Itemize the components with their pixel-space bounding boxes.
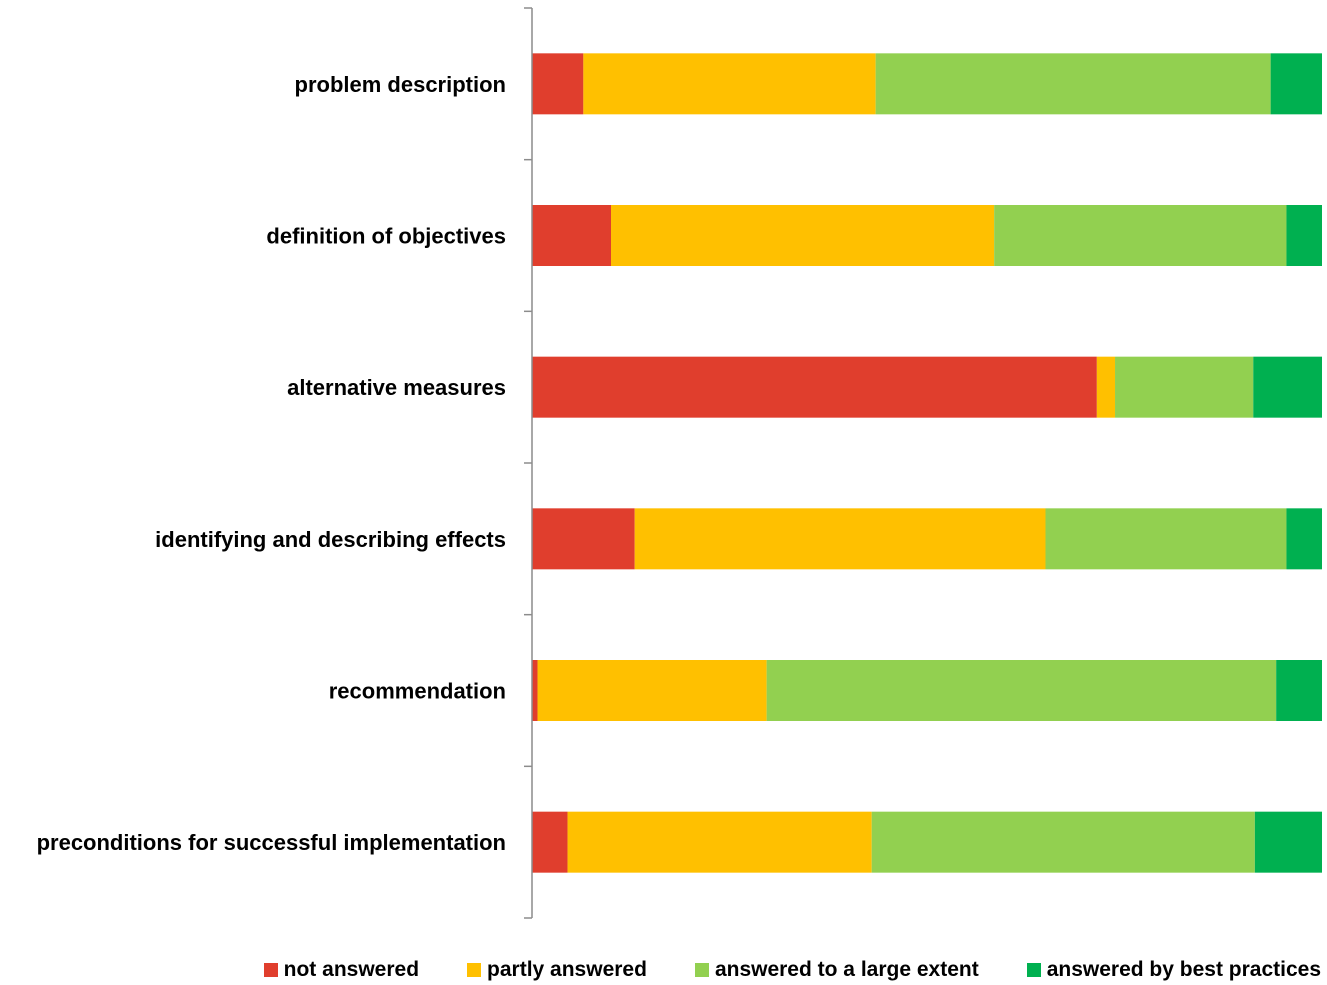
bar-segment bbox=[583, 53, 876, 115]
legend-label: not answered bbox=[283, 958, 420, 981]
legend-swatch bbox=[1026, 963, 1041, 977]
bar-segment bbox=[1115, 356, 1254, 418]
bar-segment bbox=[532, 205, 611, 266]
category-label: definition of objectives bbox=[266, 224, 506, 249]
legend-label: answered to a large extent bbox=[714, 958, 979, 981]
bar-segment bbox=[537, 660, 767, 721]
bar-segment bbox=[1276, 660, 1322, 721]
bar-segment bbox=[1270, 53, 1322, 115]
bar-segment bbox=[611, 205, 995, 266]
bar-segment bbox=[567, 811, 872, 873]
bar-segment bbox=[875, 53, 1271, 115]
bar-segment bbox=[1286, 205, 1322, 266]
bar-segment bbox=[532, 356, 1097, 418]
legend-label: partly answered bbox=[487, 958, 647, 981]
bar-segment bbox=[1253, 356, 1322, 418]
bar-segment bbox=[766, 660, 1277, 721]
category-label: recommendation bbox=[329, 679, 506, 704]
bar-segment bbox=[1254, 811, 1322, 873]
legend-label: answered by best practices bbox=[1046, 958, 1321, 981]
category-label: alternative measures bbox=[287, 375, 506, 400]
category-label: identifying and describing effects bbox=[155, 527, 506, 552]
legend-item: answered by best practices bbox=[1026, 958, 1321, 982]
category-labels: problem description definition of objecti… bbox=[37, 72, 506, 855]
category-label: preconditions for successful implementat… bbox=[37, 830, 506, 855]
legend-swatch bbox=[263, 963, 278, 977]
bar-segment bbox=[532, 508, 635, 570]
bar-segment bbox=[871, 811, 1255, 873]
legend-swatch bbox=[694, 963, 709, 977]
category-label: problem description bbox=[295, 72, 506, 97]
legend-swatch bbox=[467, 963, 482, 977]
bar-segment bbox=[994, 205, 1287, 266]
legend-item: answered to a large extent bbox=[694, 958, 979, 982]
legend-item: partly answered bbox=[467, 958, 647, 982]
bar-segment bbox=[1045, 508, 1287, 570]
bar-segment bbox=[634, 508, 1046, 570]
bar-segment bbox=[1096, 356, 1116, 418]
category-axis bbox=[524, 7, 533, 919]
bar-group bbox=[532, 53, 1322, 873]
stacked-bar-chart: problem description definition of objecti… bbox=[37, 7, 1322, 919]
legend: not answered partly answered answered to a… bbox=[0, 955, 1327, 985]
bar-segment bbox=[532, 53, 584, 115]
legend-item: not answered bbox=[263, 958, 420, 982]
bar-segment bbox=[1286, 508, 1322, 570]
bar-segment bbox=[532, 811, 568, 873]
bar-segment bbox=[532, 660, 538, 721]
